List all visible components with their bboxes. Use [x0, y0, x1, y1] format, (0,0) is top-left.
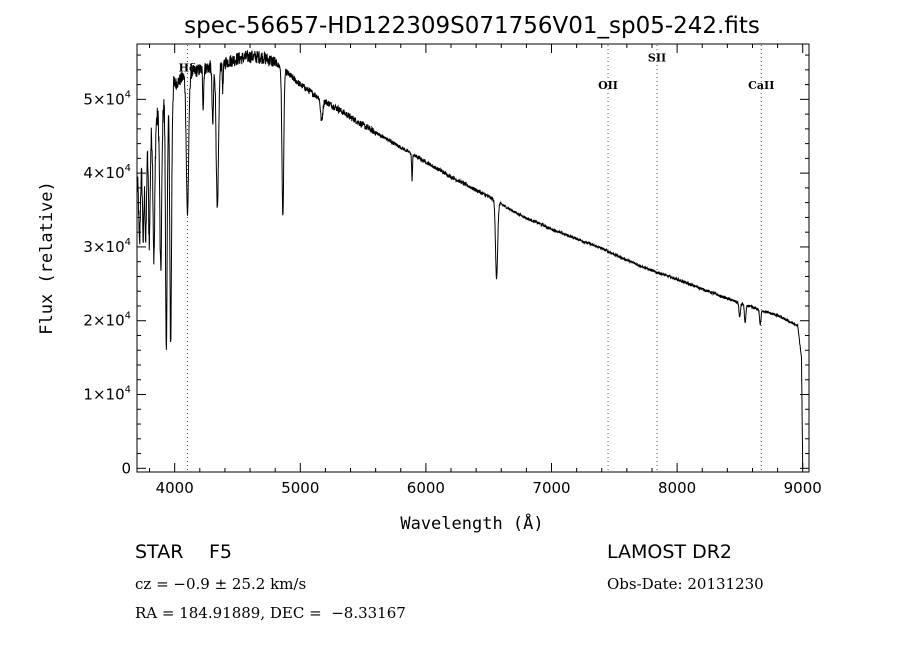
plot-frame — [136, 43, 810, 473]
x-tick-label: 5000 — [281, 479, 319, 497]
y-tick-label: 2×104 — [83, 311, 131, 330]
y-tick-mantissa: 2×10 — [83, 312, 124, 330]
x-axis-label: Wavelength (Å) — [400, 512, 543, 534]
survey-name: LAMOST DR2 — [607, 541, 732, 563]
observation-date: Obs-Date: 20131230 — [607, 575, 764, 593]
spectral-subclass: F5 — [209, 541, 233, 563]
y-tick-exponent: 4 — [125, 311, 131, 322]
y-tick-label: 3×104 — [83, 237, 131, 256]
spectrum-series — [136, 50, 804, 469]
x-tick-label: 6000 — [407, 479, 445, 497]
x-tick-label: 7000 — [532, 479, 570, 497]
y-axis-label: Flux (relative) — [37, 181, 57, 335]
spectrum-chart: spec-56657-HD122309S071756V01_sp05-242.f… — [37, 13, 822, 534]
object-type: STAR — [135, 541, 184, 563]
x-tick-label: 8000 — [658, 479, 696, 497]
y-tick-label: 4×104 — [83, 163, 131, 182]
redshift-info: cz = −0.9 ± 25.2 km/s — [135, 575, 307, 593]
y-tick-exponent: 4 — [125, 385, 131, 396]
y-tick-mantissa: 3×10 — [83, 238, 124, 256]
y-tick-exponent: 4 — [125, 89, 131, 100]
y-tick-mantissa: 5×10 — [83, 90, 124, 108]
y-tick-exponent: 4 — [125, 237, 131, 248]
y-tick-label: 1×104 — [83, 385, 131, 404]
y-tick-mantissa: 4×10 — [83, 164, 124, 182]
coordinates: RA = 184.91889, DEC = −8.33167 — [135, 604, 406, 622]
y-tick-mantissa: 1×10 — [83, 386, 124, 404]
chart-title: spec-56657-HD122309S071756V01_sp05-242.f… — [184, 13, 760, 39]
y-tick-mantissa: 0 — [121, 459, 131, 477]
spectral-line-label: SII — [648, 52, 666, 65]
spectral-line-label: CaII — [748, 79, 774, 92]
y-tick-exponent: 4 — [125, 163, 131, 174]
x-tick-label: 4000 — [156, 479, 194, 497]
spectral-line-label: OII — [598, 79, 618, 92]
y-tick-label: 5×104 — [83, 89, 131, 108]
spectrum-line — [136, 50, 804, 469]
y-tick-label: 0 — [121, 459, 131, 477]
x-tick-label: 9000 — [784, 479, 822, 497]
x-axis-ticks: 4000 5000 6000 7000 8000 9000 — [149, 44, 822, 497]
